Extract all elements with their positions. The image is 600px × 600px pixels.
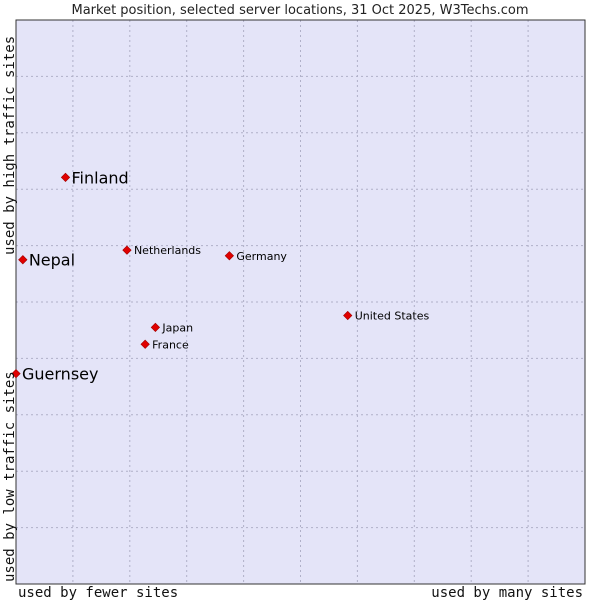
data-label-france: France bbox=[152, 338, 189, 351]
data-point-nepal bbox=[18, 255, 28, 265]
chart-title: Market position, selected server locatio… bbox=[71, 3, 528, 18]
data-point-france bbox=[140, 339, 150, 349]
data-label-finland: Finland bbox=[72, 168, 129, 187]
data-point-finland bbox=[60, 172, 71, 182]
data-label-guernsey: Guernsey bbox=[22, 365, 98, 384]
data-point-japan bbox=[150, 322, 161, 333]
data-point-united-states bbox=[343, 310, 353, 321]
x-axis-label-right: used by many sites bbox=[431, 585, 583, 600]
plot-border bbox=[15, 19, 586, 585]
data-point-netherlands bbox=[122, 245, 132, 255]
data-point-guernsey bbox=[11, 369, 21, 379]
y-axis-label-top: used by high traffic sites bbox=[2, 36, 18, 255]
data-point-germany bbox=[224, 251, 234, 261]
x-axis-label-left: used by fewer sites bbox=[18, 585, 178, 600]
data-label-united-states: United States bbox=[355, 310, 430, 323]
data-label-netherlands: Netherlands bbox=[134, 244, 201, 257]
data-label-nepal: Nepal bbox=[29, 251, 75, 270]
data-label-japan: Japan bbox=[161, 321, 193, 334]
data-points: Finland Nepal Guernsey Netherlands Germany Un… bbox=[11, 168, 430, 384]
grid-lines bbox=[16, 20, 585, 584]
y-axis-label-bottom: used by low traffic sites bbox=[2, 371, 18, 582]
data-label-germany: Germany bbox=[236, 250, 287, 263]
